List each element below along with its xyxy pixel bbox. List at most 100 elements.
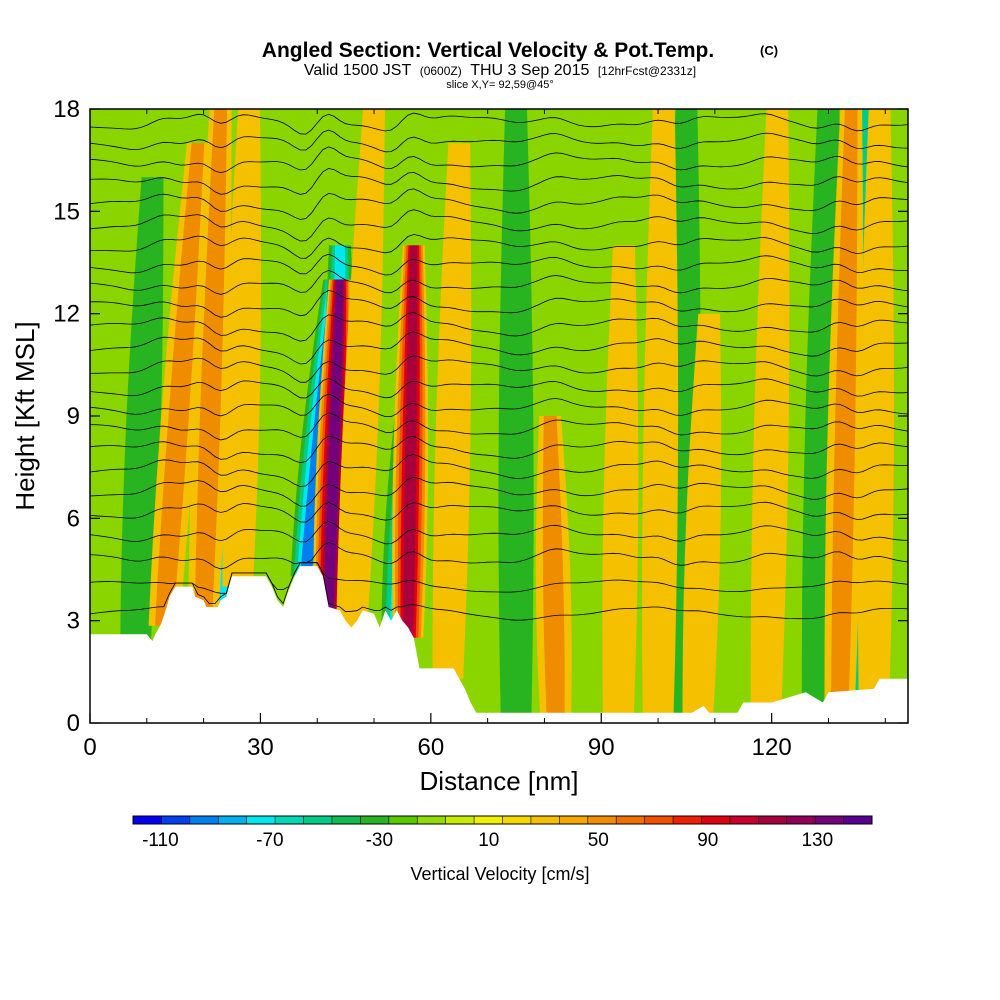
colorbar-swatch-21	[729, 816, 759, 824]
updraft-band-0	[148, 143, 209, 626]
terrain	[90, 566, 908, 723]
colorbar-swatch-24	[815, 816, 844, 824]
isentrope-12	[90, 331, 908, 365]
isentrope-15	[90, 269, 908, 295]
colorbar-swatch-9	[388, 816, 418, 824]
colorbar: -110 -70 -30 10 50 90 130	[132, 815, 873, 851]
isentrope-22	[90, 129, 908, 153]
colorbar-label-1: -70	[256, 830, 283, 851]
colorbar-swatch-17	[616, 816, 646, 824]
isentrope-14	[90, 289, 908, 318]
y-tick-label-5: 15	[53, 198, 80, 225]
subtitle-forecast: [12hrFcst@2331z]	[598, 64, 696, 78]
isentrope-3	[90, 521, 908, 545]
isentrope-18	[90, 209, 908, 242]
x-tick-label-2: 60	[417, 734, 444, 761]
updraft-band-2-level-0	[222, 109, 262, 587]
colorbar-swatch-2	[189, 816, 219, 824]
isentrope-2	[90, 542, 908, 570]
colorbar-swatch-14	[530, 816, 560, 824]
updraft-band-11-level-0	[750, 109, 790, 713]
colorbar-swatch-25	[843, 816, 873, 824]
velocity-field	[120, 109, 894, 723]
plot-area	[90, 109, 908, 723]
x-axis-label: Distance [nm]	[420, 766, 579, 796]
updraft-band-9-level-0	[642, 109, 679, 723]
colorbar-swatch-4	[246, 816, 276, 824]
updraft-band-10-level-0	[682, 313, 722, 720]
updraft-band-4-level-0	[336, 109, 385, 638]
y-tick-label-6: 18	[53, 96, 80, 123]
y-tick-label-1: 3	[67, 608, 80, 635]
colorbar-swatch-1	[161, 816, 191, 824]
colorbar-swatch-11	[445, 816, 475, 824]
subtitle-valid: Valid 1500 JST	[304, 62, 412, 79]
updraft-band-11	[750, 109, 790, 713]
downdraft-band-0	[120, 177, 164, 645]
updraft-band-2	[222, 109, 262, 587]
colorbar-label-4: 50	[588, 830, 609, 851]
isentrope-5	[90, 476, 908, 507]
updraft-band-12-level-1	[831, 109, 858, 702]
colorbar-swatch-15	[559, 816, 589, 824]
updraft-band-6	[432, 143, 472, 679]
updraft-band-12	[824, 109, 864, 702]
colorbar-label-0: -110	[142, 830, 179, 851]
isentrope-4	[90, 501, 908, 523]
updraft-band-13-level-0	[857, 109, 894, 700]
isentrope-11	[90, 355, 908, 383]
isentrope-6	[90, 454, 908, 488]
colorbar-swatch-23	[786, 816, 816, 824]
colorbar-title: Vertical Velocity [cm/s]	[410, 864, 589, 884]
chart-title-units: (C)	[760, 43, 778, 58]
colorbar-label-6: 130	[801, 830, 833, 851]
updraft-band-1	[188, 109, 232, 611]
colorbar-swatch-18	[644, 816, 674, 824]
updraft-band-8	[602, 245, 639, 723]
updraft-band-0-level-1	[155, 143, 205, 626]
y-axis: 0 3 6 9 12 15 18	[53, 96, 908, 737]
isentrope-19	[90, 188, 908, 220]
y-tick-label-3: 9	[67, 403, 80, 430]
colorbar-swatch-12	[474, 816, 503, 824]
colorbar-label-5: 90	[697, 830, 718, 851]
updraft-band-13	[857, 109, 894, 700]
y-tick-label-4: 12	[53, 301, 80, 328]
colorbar-swatch-3	[218, 816, 248, 824]
colorbar-swatch-13	[502, 816, 532, 824]
downdraft-band-5	[498, 109, 534, 723]
colorbar-swatch-6	[303, 816, 333, 824]
colorbar-swatch-5	[275, 816, 304, 824]
isentrope-7	[90, 435, 908, 464]
x-tick-label-1: 30	[247, 734, 274, 761]
subtitle-date: THU 3 Sep 2015	[470, 62, 589, 79]
isentrope-13	[90, 312, 908, 342]
isentrope-8	[90, 412, 908, 441]
updraft-band-10	[682, 313, 722, 720]
updraft-band-5	[392, 245, 429, 638]
colorbar-swatch-8	[360, 816, 390, 824]
updraft-band-5-level-4	[403, 245, 418, 638]
colorbar-swatch-20	[701, 816, 731, 824]
x-axis: 0 30 60 90 120	[83, 109, 886, 761]
colorbar-label-2: -30	[366, 830, 393, 851]
isentrope-9	[90, 393, 908, 417]
updraft-band-7	[535, 416, 572, 723]
colorbar-swatch-0	[133, 816, 162, 824]
y-tick-label-2: 6	[67, 505, 80, 532]
colorbar-swatch-7	[331, 816, 361, 824]
isentrope-20	[90, 167, 908, 195]
updraft-band-8-level-0	[602, 245, 639, 723]
x-tick-label-3: 90	[588, 734, 615, 761]
colorbar-swatch-16	[587, 816, 617, 824]
updraft-band-4	[336, 109, 385, 638]
colorbar-swatch-22	[758, 816, 788, 824]
updraft-band-6-level-0	[432, 143, 472, 679]
y-tick-label-0: 0	[67, 710, 80, 737]
updraft-band-7-level-1	[542, 416, 565, 723]
isentrope-17	[90, 234, 908, 259]
colorbar-swatch-10	[417, 816, 447, 824]
chart-slice-label: slice X,Y= 92,59@45°	[446, 79, 554, 91]
downdraft-band-5-level-0	[498, 109, 534, 723]
updraft-band-1-level-1	[194, 109, 227, 611]
